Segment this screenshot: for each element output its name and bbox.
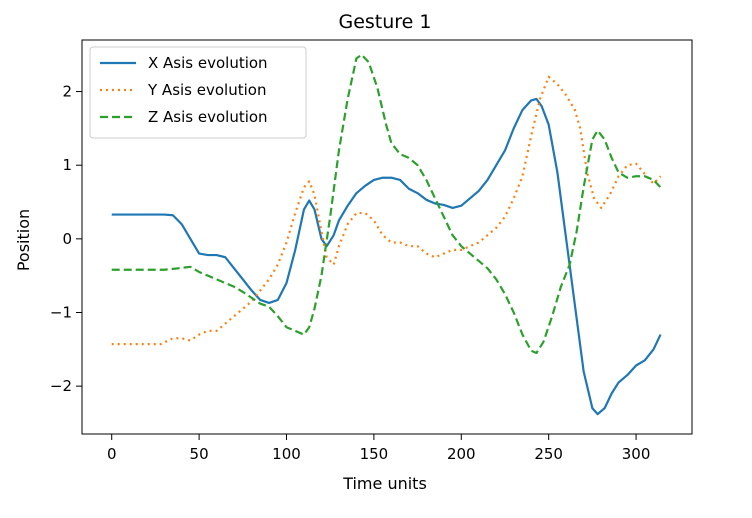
x-tick-label: 300 <box>622 445 651 463</box>
x-tick-label: 100 <box>272 445 301 463</box>
plot-area <box>111 53 662 416</box>
y-tick-label: 0 <box>62 230 72 248</box>
series-line-2 <box>111 75 662 346</box>
series-line-3 <box>111 53 662 355</box>
y-tick-label: 1 <box>62 156 72 174</box>
y-tick-label: −1 <box>50 303 72 321</box>
y-tick-label: −2 <box>50 377 72 395</box>
series-line-1 <box>111 97 662 416</box>
x-axis-label: Time units <box>342 474 427 493</box>
x-tick-label: 250 <box>534 445 563 463</box>
legend: X Asis evolution Y Asis evolution Z Asis e… <box>89 46 307 139</box>
y-axis-label: Position <box>14 209 33 271</box>
x-tick-label: 200 <box>447 445 476 463</box>
legend-box <box>89 46 307 139</box>
x-tick-label: 50 <box>190 445 209 463</box>
y-tick-label: 2 <box>62 83 72 101</box>
axes: 0 50 100 150 200 250 300 −2 −1 0 1 2 <box>50 39 693 463</box>
x-tick-label: 150 <box>360 445 389 463</box>
chart-title: Gesture 1 <box>338 11 431 33</box>
legend-label-1: X Asis evolution <box>148 54 268 72</box>
legend-label-2: Y Asis evolution <box>147 81 266 99</box>
legend-label-3: Z Asis evolution <box>148 108 268 126</box>
x-tick-label: 0 <box>107 445 117 463</box>
plot-frame <box>81 39 693 435</box>
